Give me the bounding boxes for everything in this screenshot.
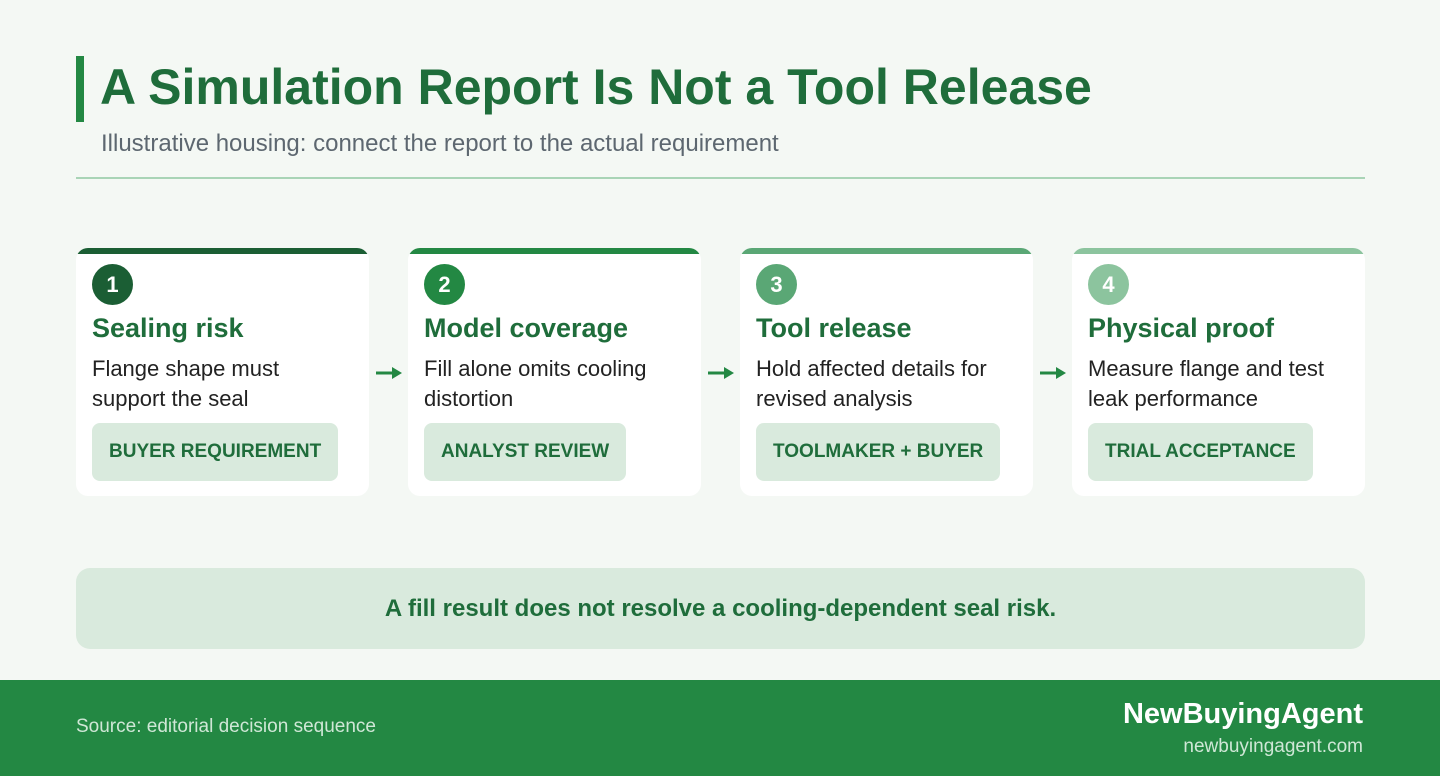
step-title-1: Sealing risk (92, 313, 244, 343)
step-owner-tag-1: BUYER REQUIREMENT (92, 423, 339, 481)
step-card-1-accent (76, 248, 369, 254)
step-card-2-accent (408, 248, 701, 254)
step-owner-tag-3: TOOLMAKER + BUYER (756, 423, 1001, 481)
step-owner-tag-4: TRIAL ACCEPTANCE (1088, 423, 1313, 481)
step-title-2: Model coverage (424, 313, 629, 343)
header-divider (76, 177, 1365, 179)
step-card-3-accent (740, 248, 1033, 254)
step-card-4-accent (1072, 248, 1365, 254)
step-description-1: Flange shape must support the seal (92, 356, 280, 411)
step-description-2: Fill alone omits cooling distortion (424, 356, 647, 411)
page-title: A Simulation Report Is Not a Tool Releas… (100, 59, 1092, 115)
step-description-3: Hold affected details for revised analys… (756, 356, 987, 411)
step-number-badge-4: 4 (1088, 264, 1129, 305)
step-title-3: Tool release (756, 313, 912, 343)
step-card-4: 4 Physical proof Measure flange and test… (1072, 248, 1365, 496)
conclusion-callout: A fill result does not resolve a cooling… (76, 568, 1365, 649)
step-number-badge-1: 1 (92, 264, 133, 305)
source-note: Source: editorial decision sequence (76, 716, 376, 737)
page-subtitle: Illustrative housing: connect the report… (101, 130, 779, 157)
brand-website: newbuyingagent.com (1183, 736, 1363, 757)
step-card-2: 2 Model coverage Fill alone omits coolin… (408, 248, 701, 496)
step-card-1: 1 Sealing risk Flange shape must support… (76, 248, 369, 496)
step-card-3: 3 Tool release Hold affected details for… (740, 248, 1033, 496)
step-number-badge-2: 2 (424, 264, 465, 305)
arrow-right-icon (376, 367, 402, 379)
arrow-right-icon (708, 367, 734, 379)
step-title-4: Physical proof (1088, 313, 1275, 343)
brand-name: NewBuyingAgent (1122, 698, 1363, 730)
arrow-right-icon (1040, 367, 1066, 379)
title-accent-bar (76, 56, 84, 122)
step-owner-tag-2: ANALYST REVIEW (424, 423, 627, 481)
step-description-4: Measure flange and test leak performance (1088, 356, 1325, 411)
footer: Source: editorial decision sequence NewB… (0, 680, 1440, 776)
conclusion-text: A fill result does not resolve a cooling… (384, 594, 1057, 622)
step-number-badge-3: 3 (756, 264, 797, 305)
